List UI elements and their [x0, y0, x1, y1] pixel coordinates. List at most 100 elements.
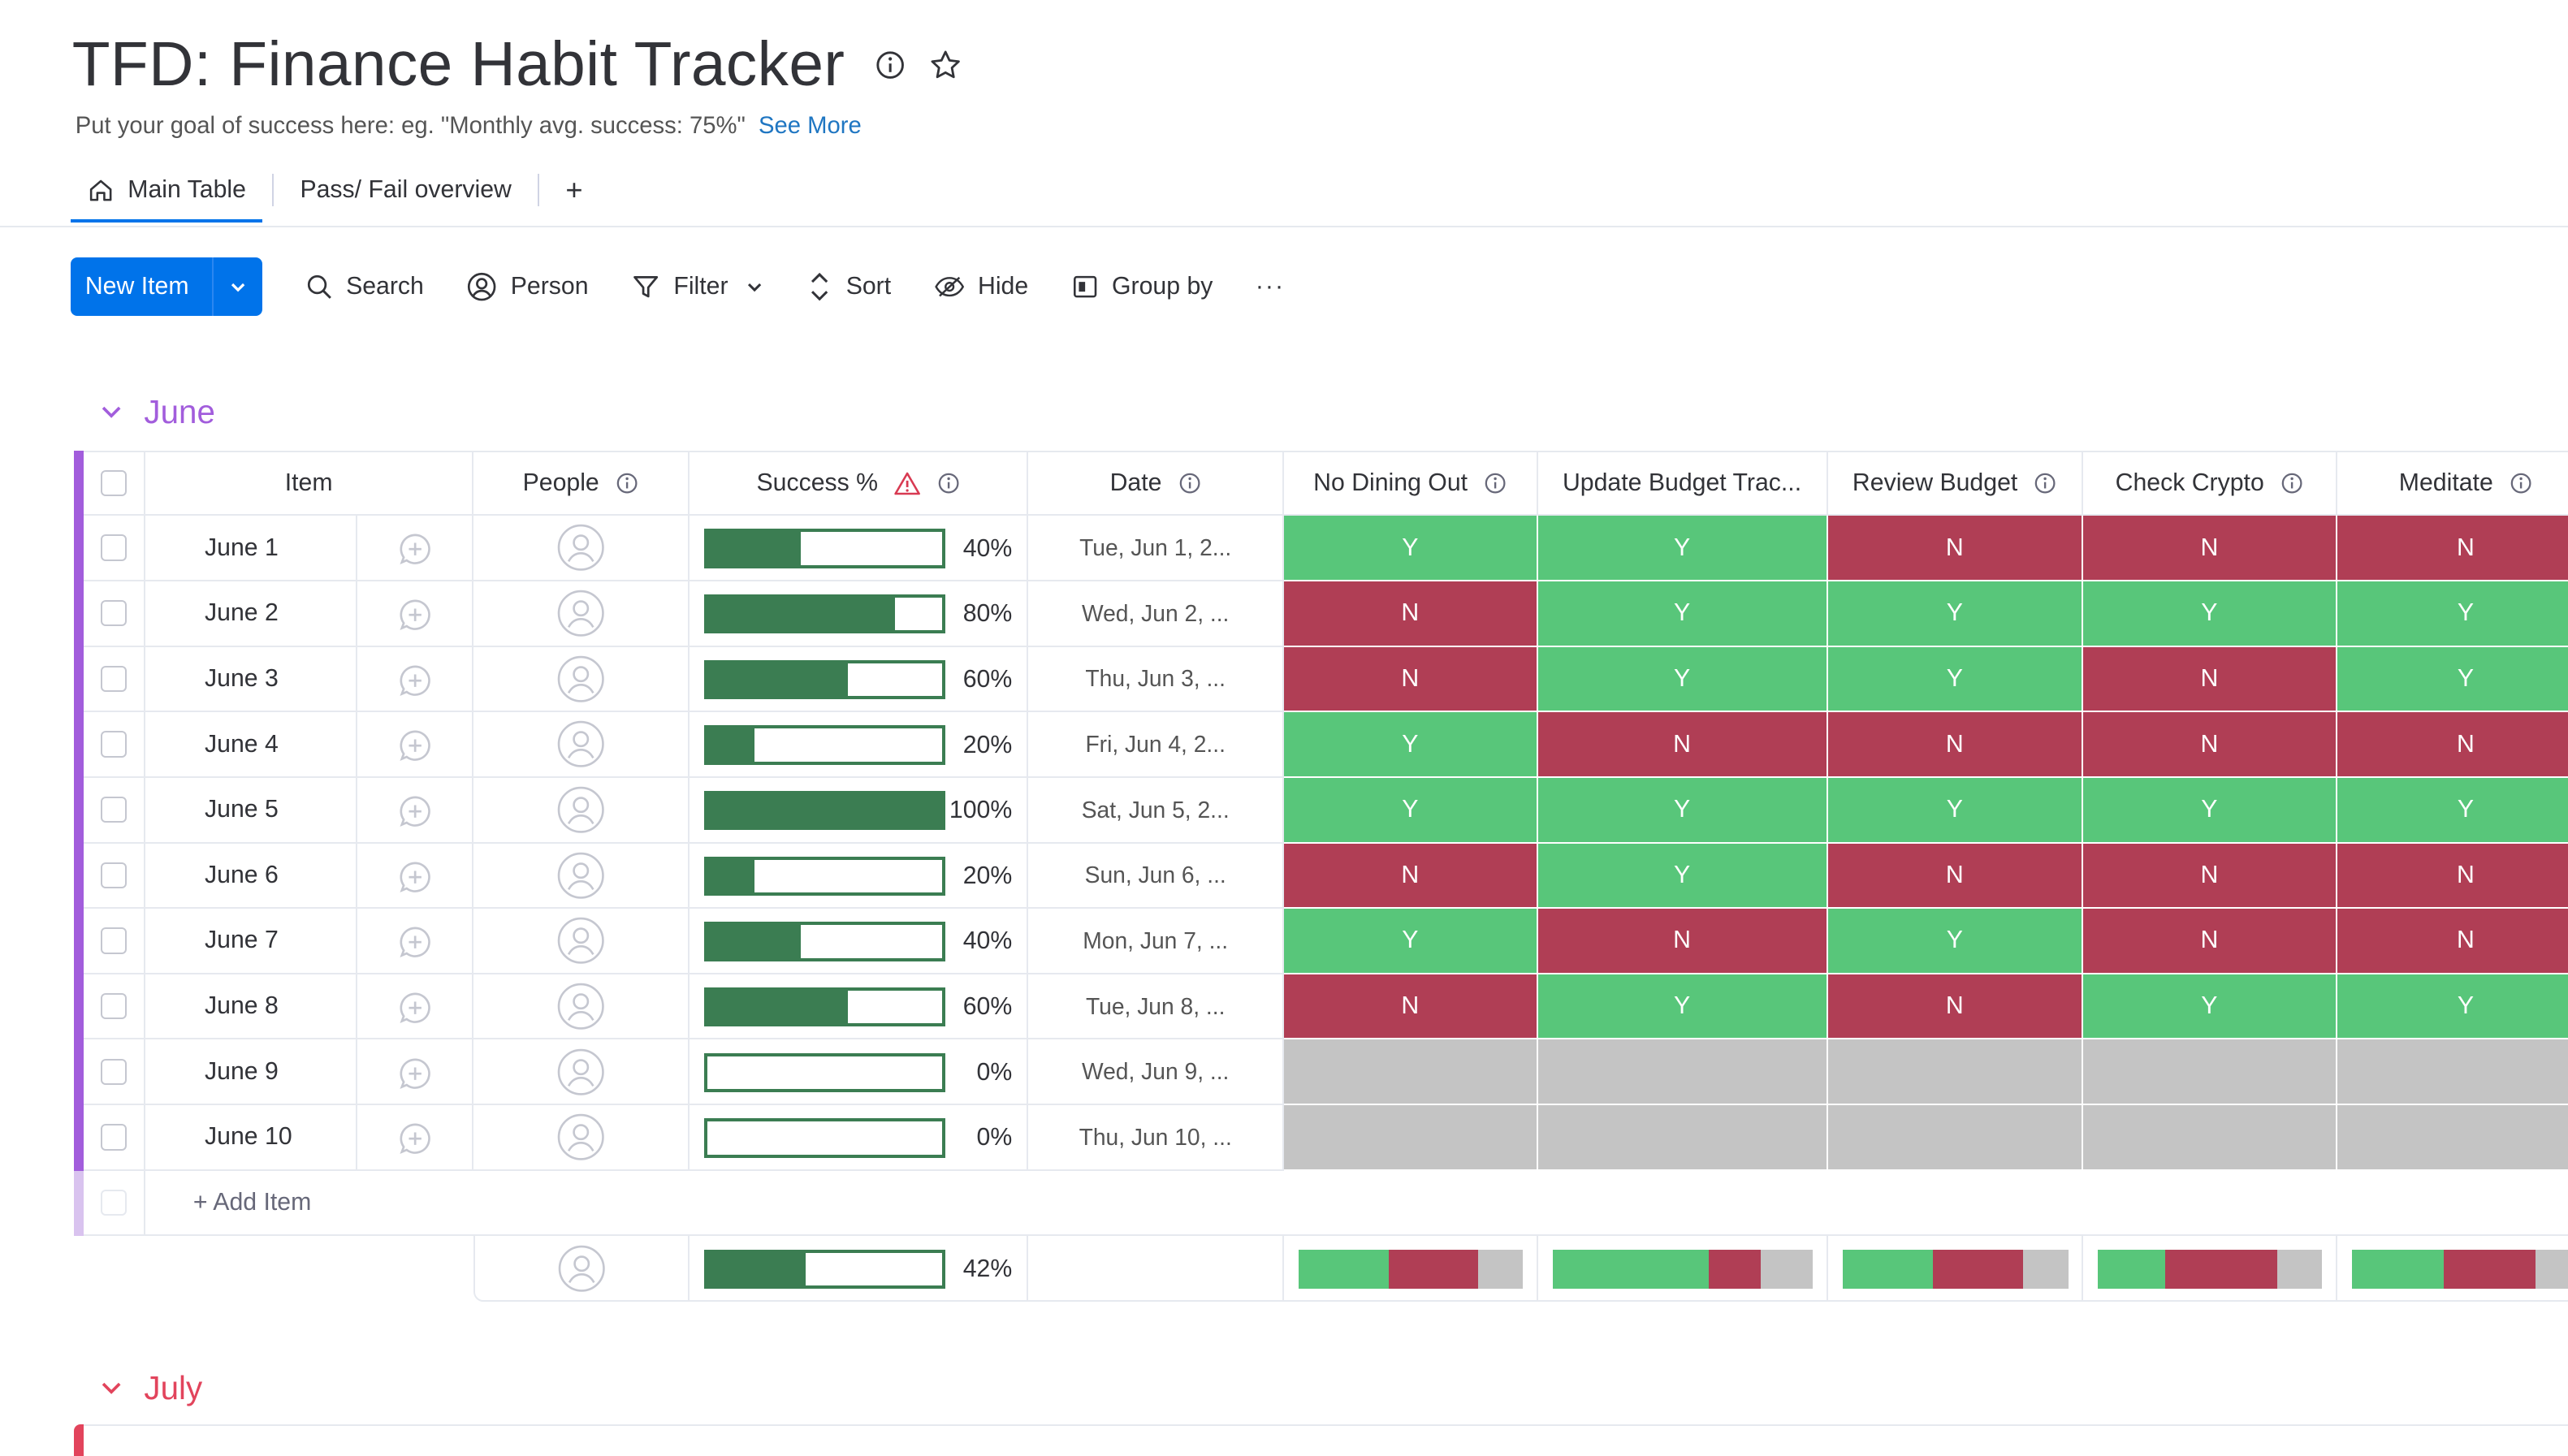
star-icon[interactable] [928, 48, 962, 82]
habit-status-cell[interactable]: Y [2083, 581, 2337, 647]
chevron-down-icon[interactable] [745, 277, 764, 296]
habit-status-cell[interactable]: Y [2337, 646, 2568, 713]
item-cell[interactable]: June 1 [145, 516, 473, 581]
column-header-success[interactable]: Success % [689, 450, 1029, 516]
date-cell[interactable]: Mon, Jun 7, ... [1028, 909, 1284, 974]
habit-status-cell[interactable]: N [2083, 646, 2337, 713]
add-item-input[interactable]: + Add Item [192, 1189, 312, 1216]
habit-status-cell[interactable]: Y [1537, 974, 1828, 1040]
tab-main-table[interactable]: Main Table [70, 161, 263, 223]
item-cell[interactable]: June 8 [145, 974, 473, 1040]
add-update-icon[interactable] [398, 728, 432, 763]
habit-status-cell[interactable]: N [2337, 516, 2568, 581]
new-item-label[interactable]: New Item [84, 272, 189, 300]
row-checkbox[interactable] [101, 731, 128, 758]
column-header-habit[interactable]: No Dining Out [1284, 450, 1538, 516]
item-name[interactable]: June 4 [205, 730, 279, 758]
item-name[interactable]: June 6 [205, 861, 279, 888]
new-item-button[interactable]: New Item [70, 257, 263, 317]
habit-status-cell[interactable] [1537, 1105, 1828, 1171]
row-checkbox[interactable] [101, 927, 128, 954]
description-text[interactable]: Put your goal of success here: eg. "Mont… [75, 113, 746, 140]
column-header-habit[interactable]: Check Crypto [2083, 450, 2337, 516]
column-header-date[interactable]: Date [1028, 450, 1284, 516]
add-item-cell[interactable]: + Add Item [145, 1171, 2568, 1237]
habit-status-cell[interactable]: Y [1537, 777, 1828, 844]
people-cell[interactable] [473, 712, 690, 778]
item-cell[interactable]: June 4 [145, 712, 473, 778]
people-cell[interactable] [473, 909, 690, 974]
habit-status-cell[interactable]: N [2337, 712, 2568, 778]
info-icon[interactable] [937, 472, 960, 495]
habit-status-cell[interactable]: Y [1284, 516, 1538, 581]
habit-status-cell[interactable]: N [2337, 843, 2568, 909]
info-icon[interactable] [1484, 472, 1507, 495]
habit-status-cell[interactable] [1827, 1039, 2084, 1106]
person-avatar-icon[interactable] [556, 1048, 605, 1096]
item-name[interactable]: June 1 [205, 534, 279, 561]
habit-status-cell[interactable]: Y [1827, 909, 2084, 974]
habit-status-cell[interactable]: Y [1827, 646, 2084, 713]
add-update-icon[interactable] [398, 925, 432, 959]
habit-status-cell[interactable] [1537, 1039, 1828, 1106]
person-avatar-icon[interactable] [557, 1244, 606, 1293]
habit-status-cell[interactable]: Y [1284, 777, 1538, 844]
habit-status-cell[interactable]: N [1284, 581, 1538, 647]
habit-status-cell[interactable]: N [1827, 843, 2084, 909]
habit-status-cell[interactable]: Y [2083, 974, 2337, 1040]
info-icon[interactable] [875, 50, 906, 80]
row-checkbox[interactable] [101, 600, 128, 627]
item-cell[interactable]: June 5 [145, 777, 473, 844]
date-cell[interactable]: Tue, Jun 8, ... [1028, 974, 1284, 1040]
people-cell[interactable] [473, 974, 690, 1040]
habit-status-cell[interactable] [1284, 1105, 1538, 1171]
habit-status-cell[interactable]: Y [1827, 777, 2084, 844]
board-title[interactable]: TFD: Finance Habit Tracker [71, 30, 845, 100]
person-avatar-icon[interactable] [556, 589, 605, 637]
habit-status-cell[interactable]: Y [1537, 843, 1828, 909]
people-cell[interactable] [473, 777, 690, 844]
habit-status-cell[interactable]: N [1284, 843, 1538, 909]
group-by-button[interactable]: Group by [1071, 273, 1213, 300]
warning-icon[interactable] [894, 471, 921, 495]
info-icon[interactable] [2510, 472, 2532, 495]
add-update-icon[interactable] [398, 1056, 432, 1091]
person-avatar-icon[interactable] [556, 785, 605, 834]
item-cell[interactable]: June 10 [145, 1105, 473, 1171]
habit-status-cell[interactable]: Y [1827, 581, 2084, 647]
row-checkbox[interactable] [101, 862, 128, 888]
chevron-down-icon[interactable] [98, 1375, 124, 1401]
group-title[interactable]: July [144, 1368, 203, 1406]
person-avatar-icon[interactable] [556, 851, 605, 900]
hide-button[interactable]: Hide [934, 273, 1028, 300]
select-all-checkbox[interactable] [101, 469, 128, 497]
group-title[interactable]: June [144, 392, 215, 430]
date-cell[interactable]: Wed, Jun 2, ... [1028, 581, 1284, 647]
habit-status-cell[interactable]: N [1827, 974, 2084, 1040]
people-cell[interactable] [473, 1039, 690, 1106]
info-icon[interactable] [2281, 472, 2303, 495]
habit-status-cell[interactable]: N [1284, 646, 1538, 713]
person-avatar-icon[interactable] [556, 1113, 605, 1161]
date-cell[interactable]: Wed, Jun 9, ... [1028, 1039, 1284, 1106]
info-icon[interactable] [1178, 472, 1201, 495]
row-checkbox[interactable] [101, 1058, 128, 1085]
row-checkbox[interactable] [101, 534, 128, 561]
habit-status-cell[interactable] [2083, 1105, 2337, 1171]
habit-status-cell[interactable] [2337, 1039, 2568, 1106]
row-checkbox[interactable] [101, 665, 128, 692]
person-avatar-icon[interactable] [556, 655, 605, 703]
item-name[interactable]: June 7 [205, 927, 279, 954]
column-header-item[interactable]: Item [145, 450, 473, 516]
add-update-icon[interactable] [398, 860, 432, 894]
date-cell[interactable]: Tue, Jun 1, 2... [1028, 516, 1284, 581]
habit-status-cell[interactable]: Y [1537, 516, 1828, 581]
add-update-icon[interactable] [398, 991, 432, 1025]
row-checkbox[interactable] [101, 993, 128, 1020]
add-view-button[interactable]: + [565, 172, 583, 206]
column-header-habit[interactable]: Meditate [2337, 450, 2568, 516]
date-cell[interactable]: Thu, Jun 3, ... [1028, 646, 1284, 713]
item-cell[interactable]: June 7 [145, 909, 473, 974]
date-cell[interactable]: Fri, Jun 4, 2... [1028, 712, 1284, 778]
item-name[interactable]: June 2 [205, 599, 279, 627]
